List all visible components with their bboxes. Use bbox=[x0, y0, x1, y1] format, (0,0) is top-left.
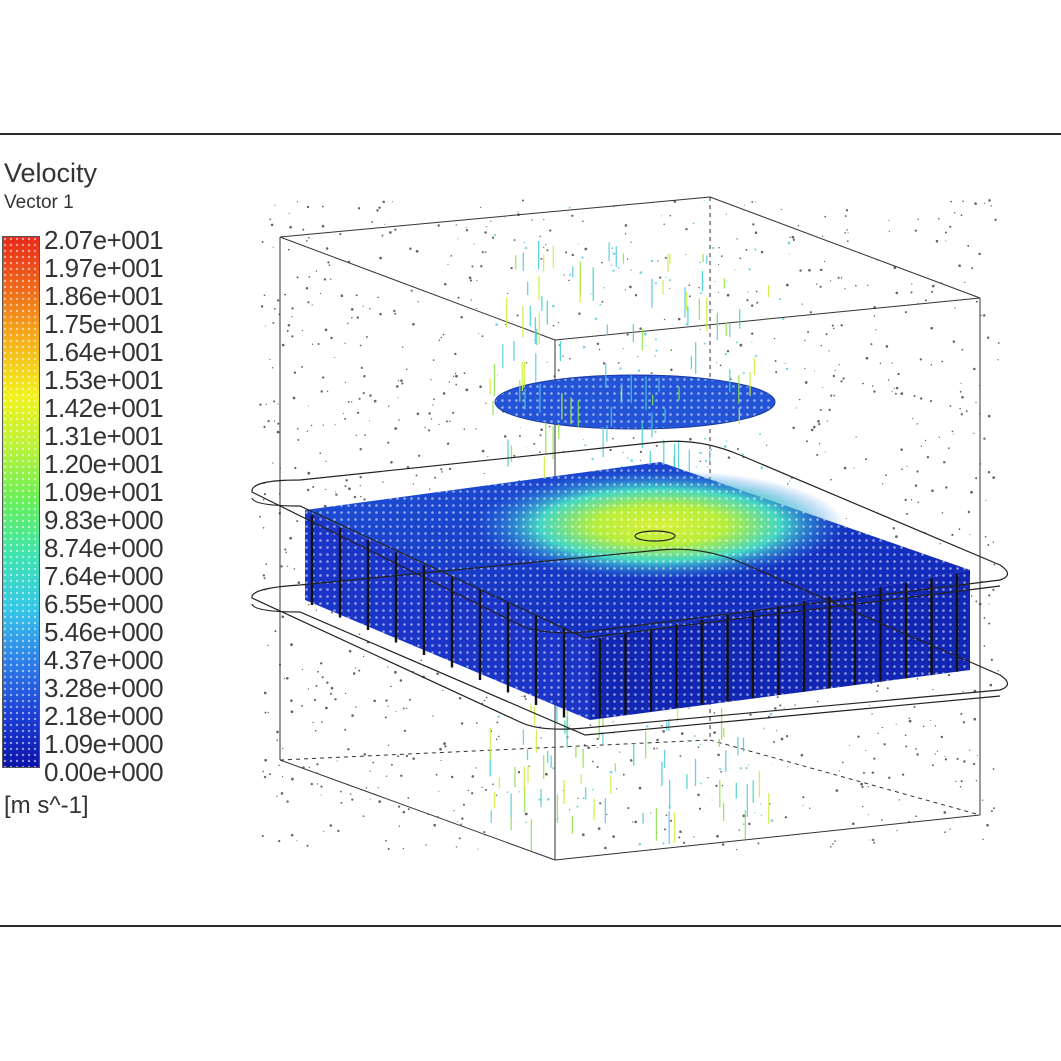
legend-tick-label: 1.42e+001 bbox=[44, 393, 164, 423]
legend-tick-label: 9.83e+000 bbox=[44, 505, 164, 535]
jet-streaks bbox=[489, 241, 770, 851]
legend-subtitle: Vector 1 bbox=[4, 192, 74, 213]
legend-tick-label: 6.55e+000 bbox=[44, 589, 164, 619]
legend-title: Velocity bbox=[4, 158, 98, 188]
top-divider bbox=[0, 133, 1061, 135]
legend-tick-label: 5.46e+000 bbox=[44, 617, 164, 647]
legend-tick-label: 1.64e+001 bbox=[44, 337, 164, 367]
legend-tick-label: 1.31e+001 bbox=[44, 421, 164, 451]
legend-tick-label: 3.28e+000 bbox=[44, 673, 164, 703]
legend-tick-label: 1.20e+001 bbox=[44, 449, 164, 479]
exchanger-block bbox=[305, 462, 970, 720]
legend-tick-label: 2.07e+001 bbox=[44, 225, 164, 255]
color-bar bbox=[2, 236, 40, 768]
legend-tick-label: 2.18e+000 bbox=[44, 701, 164, 731]
legend-tick-label: 1.97e+001 bbox=[44, 253, 164, 283]
legend-tick-label: 1.09e+001 bbox=[44, 477, 164, 507]
legend-tick-label: 1.09e+000 bbox=[44, 729, 164, 759]
legend-tick-label: 1.75e+001 bbox=[44, 309, 164, 339]
legend-tick-label: 7.64e+000 bbox=[44, 561, 164, 591]
bottom-divider bbox=[0, 925, 1061, 927]
cfd-velocity-vector-scene bbox=[251, 196, 1009, 861]
legend-tick-label: 0.00e+000 bbox=[44, 757, 164, 787]
legend-tick-label: 1.86e+001 bbox=[44, 281, 164, 311]
inlet-disc bbox=[494, 374, 776, 430]
legend-units: [m s^-1] bbox=[4, 792, 89, 819]
legend-tick-label: 4.37e+000 bbox=[44, 645, 164, 675]
legend-tick-label: 8.74e+000 bbox=[44, 533, 164, 563]
legend-tick-label: 1.53e+001 bbox=[44, 365, 164, 395]
domain-box bbox=[279, 196, 981, 861]
lower-plate bbox=[251, 548, 1009, 736]
upper-plate bbox=[251, 440, 1009, 639]
